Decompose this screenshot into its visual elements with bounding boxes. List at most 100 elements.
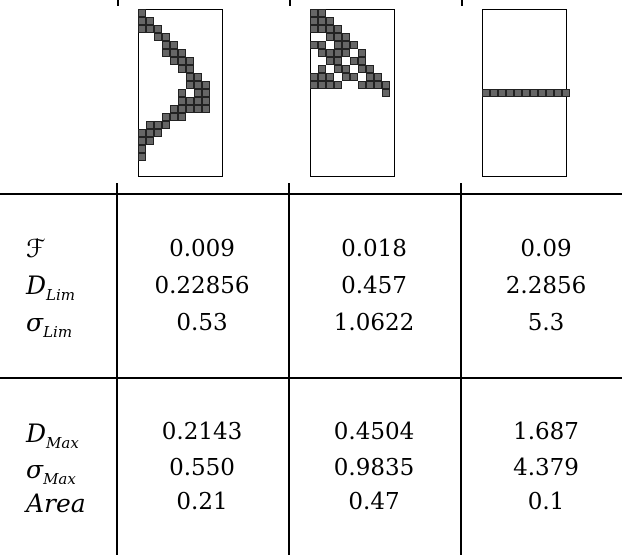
design-element [498, 89, 506, 97]
design-element [334, 33, 342, 41]
cell-value: 0.53 [176, 310, 228, 336]
design-element [310, 25, 318, 33]
design-element [178, 113, 186, 121]
design-element [146, 137, 154, 145]
design-element [170, 41, 178, 49]
design-element [138, 153, 146, 161]
design-element [546, 89, 554, 97]
design-element [178, 49, 186, 57]
design-element [318, 73, 326, 81]
cell-value: 0.22856 [154, 273, 250, 299]
label-f: ℱ [26, 234, 46, 263]
cell-value: 0.09 [520, 236, 572, 262]
design-panel-1 [138, 9, 223, 177]
design-element [154, 25, 162, 33]
label-d-max: DMax [26, 419, 79, 452]
design-element [334, 25, 342, 33]
design-element [154, 121, 162, 129]
design-element [310, 41, 318, 49]
top-tick [461, 0, 463, 6]
design-element [366, 81, 374, 89]
design-element [162, 113, 170, 121]
design-panel-2 [310, 9, 395, 177]
design-element [310, 17, 318, 25]
cell-value: 0.457 [341, 273, 407, 299]
design-element [194, 97, 202, 105]
design-element [162, 121, 170, 129]
design-element [178, 57, 186, 65]
cell-value: 2.2856 [505, 273, 587, 299]
design-element [138, 25, 146, 33]
design-element [350, 41, 358, 49]
design-element [326, 81, 334, 89]
design-element [138, 137, 146, 145]
cell-value: 0.21 [176, 489, 228, 515]
cell-value: 0.2143 [161, 419, 243, 445]
design-element [342, 41, 350, 49]
design-element [350, 57, 358, 65]
cell-value: 4.379 [513, 455, 579, 481]
design-element [310, 9, 318, 17]
design-element [194, 73, 202, 81]
design-element [358, 49, 366, 57]
design-element [186, 81, 194, 89]
design-element [202, 81, 210, 89]
design-element [186, 65, 194, 73]
cell-value: 0.9835 [333, 455, 415, 481]
design-element [170, 57, 178, 65]
design-element [194, 89, 202, 97]
design-element [326, 33, 334, 41]
design-element [186, 105, 194, 113]
horizontal-rule-top [0, 193, 622, 195]
vertical-rule-1 [116, 183, 118, 555]
design-element [154, 129, 162, 137]
design-element [342, 33, 350, 41]
design-element [326, 73, 334, 81]
label-area: Area [26, 489, 86, 518]
design-element [318, 41, 326, 49]
design-panel-3 [482, 9, 570, 177]
design-element [170, 49, 178, 57]
label-d-lim: DLim [26, 271, 76, 304]
design-element [138, 129, 146, 137]
design-element [178, 105, 186, 113]
label-sigma-lim: σLim [26, 308, 73, 341]
design-element [178, 89, 186, 97]
design-element [170, 105, 178, 113]
design-element [342, 73, 350, 81]
design-element [358, 65, 366, 73]
design-element [554, 89, 562, 97]
design-element [562, 89, 570, 97]
design-element [162, 49, 170, 57]
design-element [318, 17, 326, 25]
top-tick [117, 0, 119, 6]
vertical-rule-3 [460, 183, 462, 555]
design-element [374, 81, 382, 89]
design-element [170, 113, 178, 121]
design-element [146, 121, 154, 129]
design-element [318, 49, 326, 57]
cell-value: 0.4504 [333, 419, 415, 445]
design-element [310, 73, 318, 81]
cell-value: 0.1 [527, 489, 565, 515]
design-element [162, 33, 170, 41]
design-element [530, 89, 538, 97]
design-element [202, 105, 210, 113]
design-element [202, 97, 210, 105]
design-element [186, 97, 194, 105]
design-element [146, 129, 154, 137]
design-element [326, 57, 334, 65]
design-element [186, 57, 194, 65]
design-element [358, 81, 366, 89]
label-sigma-max: σMax [26, 455, 76, 488]
top-tick [289, 0, 291, 6]
design-element [178, 65, 186, 73]
design-element [194, 105, 202, 113]
design-element [342, 65, 350, 73]
design-element [538, 89, 546, 97]
design-element [318, 9, 326, 17]
design-element [194, 81, 202, 89]
design-element [522, 89, 530, 97]
design-element [342, 49, 350, 57]
design-element [374, 73, 382, 81]
